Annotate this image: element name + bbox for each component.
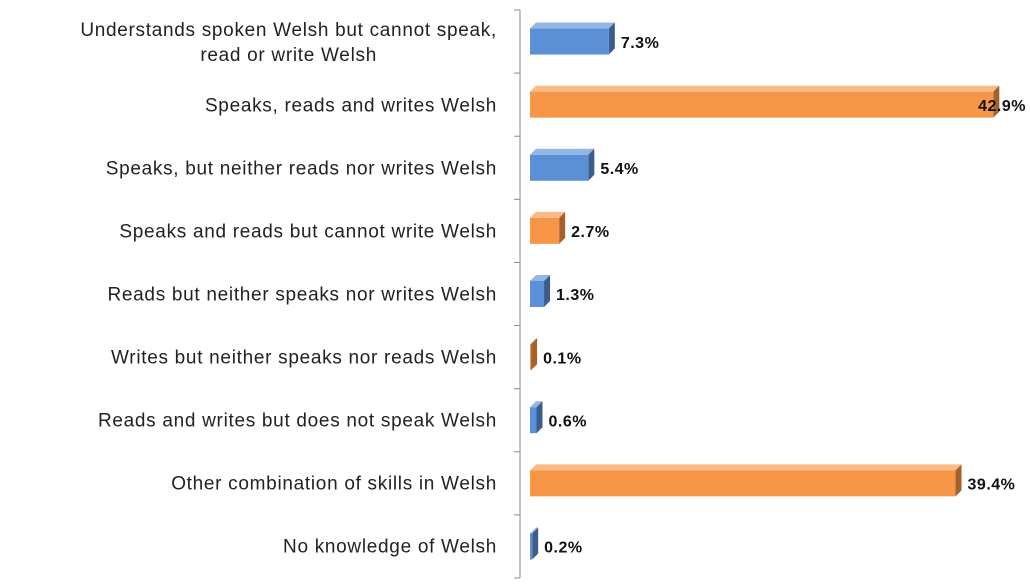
value-label: 0.6%	[548, 413, 586, 430]
bar-top	[530, 85, 1000, 92]
bar-top	[530, 275, 551, 281]
bar	[530, 91, 994, 118]
bar	[530, 407, 537, 434]
category-label: Reads but neither speaks nor writes Wels…	[107, 284, 497, 306]
bar-top	[530, 464, 962, 471]
category-label: Reads and writes but does not speak Wels…	[97, 410, 497, 432]
bar-side	[608, 22, 615, 55]
bar-top	[530, 22, 615, 29]
bar	[530, 217, 560, 244]
bar-side	[559, 211, 566, 244]
bar	[530, 470, 956, 497]
value-label: 1.3%	[556, 287, 594, 304]
bar-top	[530, 148, 595, 155]
bar	[530, 344, 532, 371]
value-label: 42.9%	[978, 98, 1026, 115]
value-label: 0.2%	[544, 540, 582, 557]
bar	[530, 154, 589, 181]
value-label: 2.7%	[571, 224, 609, 241]
category-label: Speaks, reads and writes Welsh	[204, 95, 497, 117]
bar	[530, 533, 533, 560]
bar-side	[531, 338, 538, 371]
bar-side	[532, 527, 539, 560]
bar-side	[588, 148, 595, 181]
bar-side	[536, 401, 543, 434]
bar-top	[530, 338, 538, 345]
bar-side	[993, 85, 1000, 118]
bar-top	[530, 211, 566, 218]
bar-top	[530, 527, 539, 534]
value-label: 5.4%	[600, 161, 638, 178]
category-label: Speaks, but neither reads nor writes Wel…	[105, 158, 497, 180]
category-label: Other combination of skills in Welsh	[171, 473, 497, 495]
bar-top	[530, 401, 543, 408]
bar-side	[544, 275, 551, 307]
category-label: Speaks and reads but cannot write Welsh	[119, 221, 497, 243]
value-label: 7.3%	[621, 35, 659, 52]
bar	[530, 28, 609, 55]
category-label: Writes but neither speaks nor reads Wels…	[111, 347, 497, 369]
bar	[530, 281, 545, 307]
category-label: No knowledge of Welsh	[283, 536, 497, 558]
value-label: 39.4%	[968, 477, 1016, 494]
bar-side	[955, 464, 962, 497]
category-label: Understands spoken Welsh but cannot spea…	[80, 19, 497, 66]
value-label: 0.1%	[543, 350, 581, 367]
